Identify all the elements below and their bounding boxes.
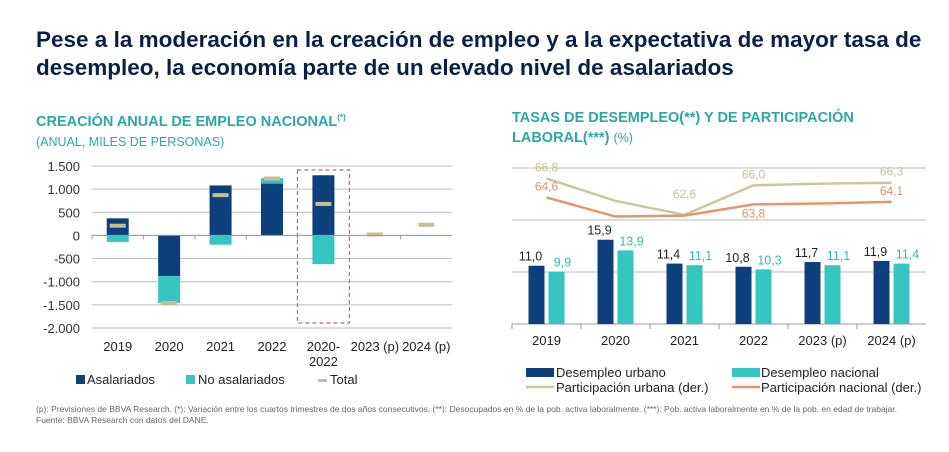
bar-no-asalariados [312, 235, 335, 265]
legend-swatch-total [318, 379, 327, 382]
bar-desempleo-nacional [824, 265, 841, 324]
marker-total [264, 176, 280, 181]
marker-total [418, 222, 435, 227]
line-data-label: 66,0 [742, 167, 766, 181]
legend-participacion-nacional: Participación nacional (der.) [761, 380, 921, 395]
bar-desempleo-nacional [755, 269, 772, 324]
line-data-label: 63,8 [742, 206, 766, 220]
legend-desempleo-urbano: Desempleo urbano [556, 365, 666, 380]
line-participacion-nacional [546, 196, 892, 218]
bar-desempleo-urbano [735, 266, 752, 324]
x-tick-label: 2023 (p) [798, 333, 846, 348]
line-data-label: 66,3 [880, 165, 904, 179]
y-tick-label: -2.000 [43, 321, 80, 336]
x-tick-label: 2020- [307, 339, 340, 354]
marker-total [161, 301, 178, 306]
bar-no-asalariados [158, 276, 181, 304]
marker-total [315, 201, 332, 206]
bar-desempleo-nacional [617, 250, 634, 324]
data-label: 10,3 [757, 253, 781, 267]
bar-desempleo-urbano [528, 265, 545, 324]
y-tick-label: 500 [58, 205, 80, 220]
x-tick-label: 2020 [155, 339, 184, 354]
x-tick-label: 2022 [309, 354, 338, 369]
legend-swatch-desempleo-nacional [732, 368, 760, 377]
data-label: 10,8 [725, 251, 749, 265]
x-tick-label: 2022 [258, 339, 287, 354]
right-chart-title-line2: LABORAL(***) [512, 130, 610, 146]
data-label: 11,7 [795, 246, 818, 260]
data-label: 11,4 [896, 248, 919, 262]
legend-participacion-urbana: Participación urbana (der.) [556, 380, 708, 395]
source: Fuente: BBVA Research con datos del DANE… [36, 415, 209, 425]
legend-swatch-asalariados [76, 375, 85, 384]
bar-desempleo-urbano [666, 263, 683, 324]
y-tick-label: 0 [73, 228, 80, 243]
data-label: 11,4 [657, 248, 680, 262]
footnote: (p): Previsiones de BBVA Research. (*): … [36, 404, 898, 414]
title-mark: (*) [337, 113, 346, 122]
bar-no-asalariados [106, 235, 129, 242]
left-chart-title-text: CREACIÓN ANUAL DE EMPLEO NACIONAL [36, 113, 338, 130]
line-data-label: 64,1 [880, 184, 904, 198]
data-label: 15,9 [587, 224, 611, 238]
data-label: 13,9 [619, 234, 643, 248]
line-data-label: 66,8 [535, 160, 559, 174]
bar-desempleo-nacional [686, 265, 703, 324]
x-tick-label: 2024 (p) [867, 333, 915, 348]
x-tick-label: 2020 [601, 333, 630, 348]
bar-no-asalariados [261, 178, 283, 184]
y-tick-label: -1.000 [43, 275, 80, 290]
legend-swatch-no-asalariados [186, 375, 195, 384]
x-tick-label: 2019 [103, 339, 132, 354]
line-participacion-urbana [546, 177, 892, 217]
bar-desempleo-urbano [873, 260, 890, 324]
marker-total [212, 193, 229, 198]
line-data-label: 64,6 [535, 179, 559, 193]
legend-desempleo-nacional: Desempleo nacional [761, 365, 879, 380]
x-tick-label: 2023 (p) [351, 339, 399, 354]
y-tick-label: -500 [54, 252, 80, 267]
x-tick-label: 2022 [739, 333, 768, 348]
left-chart-title: CREACIÓN ANUAL DE EMPLEO NACIONAL(*) (AN… [36, 108, 346, 152]
bar-asalariados [158, 235, 181, 277]
left-chart-subtitle: (ANUAL, MILES DE PERSONAS) [36, 134, 225, 149]
x-tick-label: 2021 [670, 333, 699, 348]
data-label: 11,0 [519, 250, 542, 264]
bar-desempleo-urbano [804, 261, 821, 324]
bar-desempleo-nacional [893, 263, 910, 324]
legend-total: Total [330, 372, 358, 387]
highlight-box [296, 169, 351, 324]
data-label: 11,1 [689, 249, 712, 263]
bar-asalariados [261, 183, 283, 236]
x-tick-label: 2019 [532, 333, 561, 348]
legend-swatch-desempleo-urbano [526, 368, 554, 377]
x-tick-label: 2021 [206, 339, 235, 354]
y-tick-label: 1.000 [47, 182, 80, 197]
data-label: 11,9 [864, 245, 887, 259]
data-label: 11,1 [827, 249, 850, 263]
legend-asalariados: Asalariados [87, 372, 155, 387]
marker-total [366, 232, 383, 237]
bar-desempleo-nacional [548, 271, 565, 324]
right-chart-title-text: TASAS DE DESEMPLEO(**) Y DE PARTICIPACIÓ… [512, 110, 854, 126]
legend-no-asalariados: No asalariados [198, 372, 285, 387]
bar-desempleo-urbano [597, 239, 614, 324]
right-chart-subtitle: (%) [613, 131, 633, 145]
x-tick-label: 2024 (p) [402, 339, 450, 354]
y-tick-label: -1.500 [43, 298, 80, 313]
bar-asalariados [209, 185, 232, 236]
y-tick-label: 1.500 [47, 159, 80, 174]
data-label: 9,9 [554, 256, 571, 270]
right-chart-title: TASAS DE DESEMPLEO(**) Y DE PARTICIPACIÓ… [512, 108, 854, 148]
footnotes: (p): Previsiones de BBVA Research. (*): … [36, 404, 916, 426]
marker-total [109, 223, 126, 228]
line-data-label: 62,6 [673, 187, 697, 201]
page-title: Pese a la moderación en la creación de e… [36, 27, 922, 80]
bar-no-asalariados [209, 235, 232, 245]
